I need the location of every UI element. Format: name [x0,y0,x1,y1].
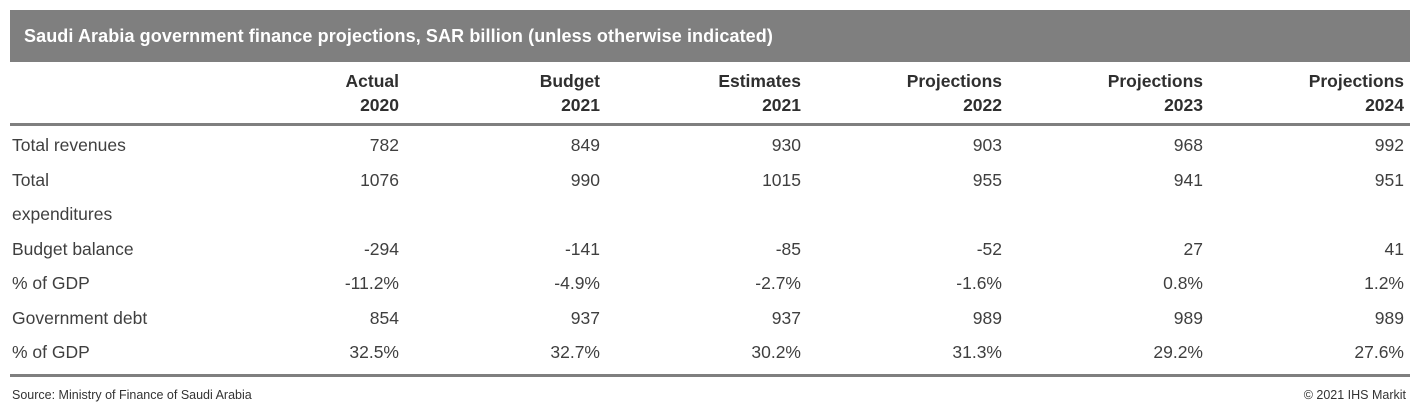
cell-value: 955 [972,169,1002,190]
table-row: % of GDP -11.2% -4.9% -2.7% -1.6% 0.8% 1.2% [10,266,1410,301]
table-title: Saudi Arabia government finance projecti… [24,25,773,46]
footer: Source: Ministry of Finance of Saudi Ara… [10,377,1410,402]
cell-value: -52 [976,238,1002,259]
cell-value: 1.2% [1364,273,1404,293]
column-header-label: Projections [1308,71,1404,91]
cell-value: 903 [972,135,1002,155]
table-row: Government debt 854 937 937 989 989 989 [10,301,1410,336]
column-header-label: Budget [539,71,600,91]
column-header-year: 2021 [561,95,600,115]
column-header-year: 2024 [1365,95,1404,115]
cell-value: 27.6% [1209,335,1410,377]
cell-value: 941 [1173,169,1203,190]
column-header: Actual 2020 [204,62,405,126]
table-body: Total revenues 782 849 930 903 968 992 Total ex… [10,125,1410,377]
column-header: Budget 2021 [405,62,606,126]
table-row: Total expenditures 1076 990 1015 955 941 951 [10,163,1410,232]
table-row: Budget balance -294 -141 -85 -52 27 41 [10,232,1410,267]
row-label: % of GDP [10,335,204,377]
column-header-year: 2023 [1164,95,1203,115]
cell-value: 41 [1384,238,1404,259]
cell-value: -294 [363,238,399,259]
cell-value: 849 [570,135,600,155]
cell-value: 930 [771,135,801,155]
column-header-label: Projections [1107,71,1203,91]
column-header-year: 2020 [360,95,399,115]
cell-value: 989 [1173,307,1203,328]
row-label: Total expenditures [12,169,113,225]
copyright-note: © 2021 IHS Markit [1303,387,1406,402]
column-header-label: Projections [906,71,1002,91]
cell-value: 937 [570,307,600,328]
row-label: Budget balance [12,238,134,259]
cell-value: 989 [1374,307,1404,328]
cell-value: -4.9% [554,273,600,293]
row-label: % of GDP [12,273,90,293]
cell-value: 782 [369,135,399,155]
row-label-header [10,62,204,126]
row-label: Government debt [12,307,148,328]
cell-value: 1076 [360,169,399,190]
row-label: Total revenues [12,135,126,155]
cell-value: 29.2% [1008,335,1209,377]
column-header: Projections 2024 [1209,62,1410,126]
cell-value: 990 [570,169,600,190]
column-header-label: Estimates [718,71,801,91]
column-header: Projections 2022 [807,62,1008,126]
cell-value: 989 [972,307,1002,328]
column-header: Projections 2023 [1008,62,1209,126]
cell-value: 32.5% [204,335,405,377]
cell-value: -2.7% [755,273,801,293]
cell-value: 0.8% [1163,273,1203,293]
cell-value: -85 [775,238,801,259]
column-header-year: 2022 [963,95,1002,115]
header-row: Actual 2020 Budget 2021 Estimates 2021 Project… [10,62,1410,126]
cell-value: -1.6% [956,273,1002,293]
column-header: Estimates 2021 [606,62,807,126]
column-header-label: Actual [345,71,399,91]
cell-value: 31.3% [807,335,1008,377]
cell-value: 30.2% [606,335,807,377]
cell-value: 32.7% [405,335,606,377]
table-header: Actual 2020 Budget 2021 Estimates 2021 Project… [10,62,1410,126]
cell-value: 992 [1374,135,1404,155]
cell-value: 951 [1374,169,1404,190]
source-note: Source: Ministry of Finance of Saudi Ara… [12,387,252,402]
table-title-bar: Saudi Arabia government finance projecti… [10,10,1410,62]
cell-value: -11.2% [344,273,399,293]
finance-table: Actual 2020 Budget 2021 Estimates 2021 Project… [10,62,1410,377]
column-header-year: 2021 [762,95,801,115]
cell-value: -141 [564,238,600,259]
cell-value: 968 [1173,135,1203,155]
table-row: % of GDP 32.5% 32.7% 30.2% 31.3% 29.2% 27.6% [10,335,1410,377]
cell-value: 1015 [762,169,801,190]
table-row: Total revenues 782 849 930 903 968 992 [10,125,1410,163]
cell-value: 854 [369,307,399,328]
cell-value: 27 [1183,238,1203,259]
cell-value: 937 [771,307,801,328]
